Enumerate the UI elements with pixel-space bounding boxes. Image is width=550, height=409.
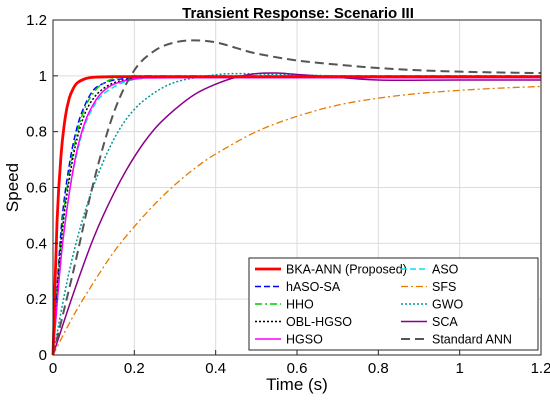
x-tick-label: 0 — [49, 360, 57, 377]
y-tick-label: 0.4 — [26, 235, 47, 252]
legend-entry-label: SCA — [432, 315, 458, 329]
y-tick-label: 1 — [39, 68, 47, 85]
legend-entry-label: ASO — [432, 263, 459, 277]
legend-entry-label: hASO-SA — [286, 280, 341, 294]
x-tick-label: 0.6 — [287, 360, 308, 377]
series-line-hho — [52, 74, 541, 356]
series-line-sfs — [52, 85, 542, 356]
legend-entry-label: HHO — [286, 298, 314, 312]
y-axis-label: Speed — [3, 163, 22, 212]
x-tick-label: 0.4 — [205, 360, 226, 377]
y-tick-label: 0 — [39, 347, 47, 364]
series-line-standard-ann — [52, 39, 542, 356]
series-line-bka-ann-proposed — [51, 75, 541, 356]
axis-ticks: 0 0.2 0.4 0.6 0.8 1 1.2 0 0.2 0.4 0.6 0.8 1 1.2 — [26, 12, 550, 377]
x-tick-label: 0.8 — [368, 360, 389, 377]
y-tick-label: 0.2 — [26, 291, 47, 308]
legend-entry-label: OBL-HGSO — [286, 315, 352, 329]
legend: BKA-ANN (Proposed) ASO hASO-SA SFS HHO GWO OBL… — [248, 257, 539, 351]
legend-box — [248, 257, 539, 351]
series-line-sca — [52, 72, 541, 356]
y-tick-label: 0.8 — [26, 124, 47, 141]
x-tick-label: 1.2 — [531, 360, 550, 377]
x-axis-label: Time (s) — [266, 375, 328, 394]
legend-entry-label: HGSO — [286, 333, 323, 347]
legend-entry-label: BKA-ANN (Proposed) — [286, 263, 407, 277]
chart-title: Transient Response: Scenario III — [182, 5, 414, 22]
x-tick-label: 1 — [455, 360, 463, 377]
y-tick-label: 0.6 — [26, 180, 47, 197]
series-lines — [51, 39, 542, 356]
legend-entry-label: SFS — [432, 280, 456, 294]
legend-entry-label: GWO — [432, 298, 464, 312]
y-tick-label: 1.2 — [26, 12, 47, 29]
x-tick-label: 0.2 — [124, 360, 145, 377]
legend-entry-label: Standard ANN — [432, 333, 512, 347]
